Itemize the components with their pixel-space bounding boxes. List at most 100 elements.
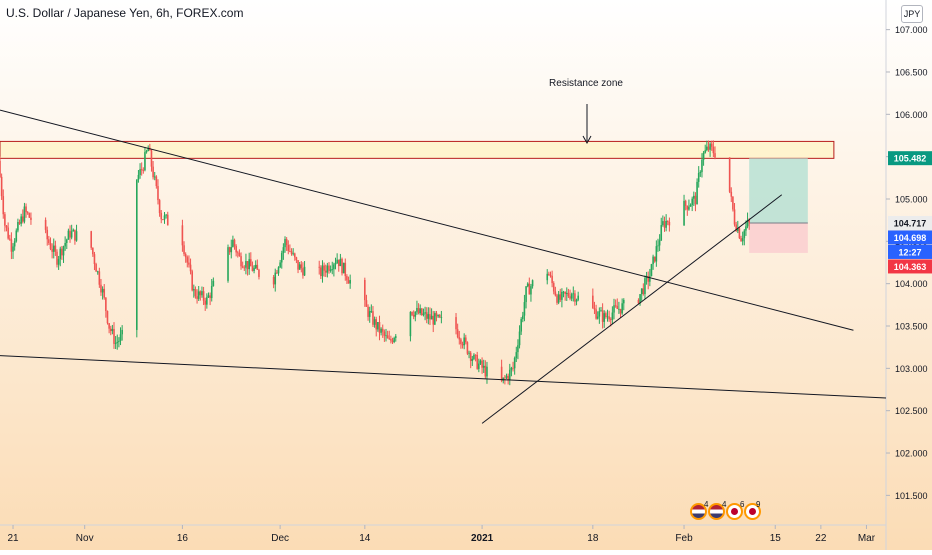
stop-loss-area[interactable]	[749, 222, 808, 253]
y-tick-label: 107.000	[895, 25, 928, 35]
y-tick-label: 103.500	[895, 322, 928, 332]
candle-body	[640, 288, 643, 295]
candle-body	[411, 311, 413, 315]
currency-badge[interactable]: JPY	[901, 5, 923, 23]
candle-body	[665, 220, 667, 228]
candle-body	[254, 264, 257, 268]
candle-body	[0, 176, 3, 197]
candle-body	[652, 256, 654, 265]
candle-body	[162, 219, 164, 221]
y-tick-label: 103.000	[895, 364, 928, 374]
candle-body	[440, 317, 443, 318]
candle-body	[241, 266, 244, 268]
x-tick-label: 16	[177, 533, 189, 544]
candle-body	[556, 295, 558, 303]
candle-body	[712, 146, 715, 154]
candle-body	[49, 243, 52, 250]
candle-body	[548, 273, 550, 276]
candle-body	[258, 269, 260, 277]
candle-body	[303, 266, 306, 276]
candle-body	[380, 328, 382, 333]
candle-body	[367, 306, 369, 317]
candle-body	[114, 342, 117, 344]
candle-body	[51, 249, 53, 252]
candle-body	[647, 276, 650, 282]
candle-body	[25, 206, 27, 213]
candle-body	[394, 336, 397, 338]
candle-body	[197, 291, 200, 299]
event-count: 4	[704, 500, 709, 509]
price-label-text: 104.698	[894, 233, 927, 243]
candle-body	[342, 262, 345, 274]
candle-body	[364, 279, 366, 301]
candle-body	[204, 300, 207, 305]
candle-body	[232, 239, 234, 248]
candle-body	[639, 294, 641, 304]
candle-body	[412, 314, 415, 317]
candle-body	[714, 153, 716, 158]
candle-body	[56, 251, 58, 265]
candle-body	[657, 245, 659, 247]
candle-body	[166, 214, 169, 226]
japan-flag-icon[interactable]	[744, 503, 761, 520]
candle-body	[704, 150, 707, 153]
trend-line-rising[interactable]	[481, 194, 783, 424]
candle-body	[592, 295, 594, 309]
candle-body	[649, 276, 651, 282]
candle-body	[702, 152, 705, 160]
candle-body	[655, 246, 658, 262]
price-label-box	[888, 244, 932, 259]
candle-body	[324, 270, 327, 273]
candle-body	[336, 259, 338, 264]
candle-body	[331, 269, 334, 271]
candle-body	[438, 315, 441, 318]
candle-body	[552, 283, 555, 292]
trend-line-lower[interactable]	[0, 355, 887, 399]
candle-body	[302, 268, 304, 276]
candle-body	[165, 214, 167, 216]
candle-body	[510, 367, 513, 370]
candle-body	[111, 328, 114, 332]
candle-body	[689, 204, 692, 207]
candle-body	[697, 173, 700, 182]
candle-body	[280, 253, 283, 263]
candle-body	[479, 360, 482, 364]
chart-title: U.S. Dollar / Japanese Yen, 6h, FOREX.co…	[6, 6, 244, 20]
candle-body	[4, 214, 6, 226]
candle-body	[326, 265, 329, 273]
candle-body	[321, 265, 324, 277]
candle-body	[456, 329, 459, 338]
candle-body	[557, 294, 560, 303]
candle-body	[738, 228, 741, 239]
y-tick-label: 104.000	[895, 279, 928, 289]
us-flag-icon[interactable]	[690, 503, 707, 520]
candle-body	[619, 308, 622, 314]
candle-body	[658, 240, 661, 246]
candle-body	[284, 239, 286, 248]
candle-body	[346, 276, 348, 281]
candle-body	[709, 143, 711, 150]
candle-body	[683, 200, 685, 226]
candle-body	[530, 286, 532, 295]
candle-body	[212, 280, 215, 287]
candle-body	[106, 310, 109, 324]
candle-body	[243, 267, 246, 269]
candle-body	[546, 273, 549, 281]
candle-body	[196, 296, 198, 299]
price-label-box	[888, 215, 932, 230]
candle-body	[59, 248, 62, 259]
resistance-zone-box[interactable]	[0, 140, 835, 159]
trend-line-descending[interactable]	[0, 109, 854, 331]
japan-flag-icon[interactable]	[726, 503, 743, 520]
candle-body	[421, 308, 423, 315]
candle-body	[318, 266, 321, 268]
candle-body	[256, 264, 259, 270]
candle-body	[710, 143, 713, 147]
candle-body	[383, 331, 386, 336]
us-flag-icon[interactable]	[708, 503, 725, 520]
candle-body	[730, 191, 733, 197]
candle-body	[28, 213, 31, 218]
candle-body	[188, 262, 190, 265]
x-tick-label: 15	[770, 533, 782, 544]
